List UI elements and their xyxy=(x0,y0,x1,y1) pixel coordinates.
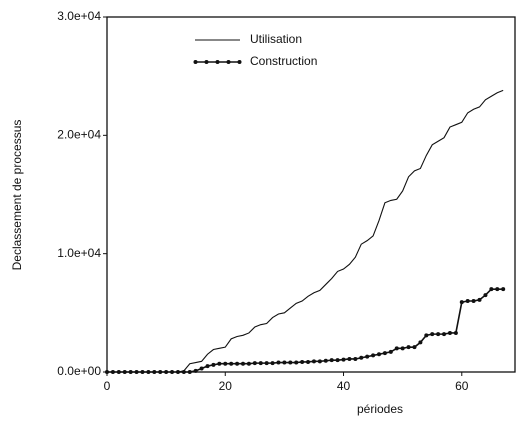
data-point xyxy=(211,362,216,367)
data-point xyxy=(418,340,423,345)
data-point xyxy=(371,353,376,358)
data-point xyxy=(382,351,387,356)
data-point xyxy=(205,364,210,369)
data-point xyxy=(175,370,180,374)
y-tick-label: 2.0e+04 xyxy=(57,128,101,142)
legend-marker xyxy=(237,60,242,64)
x-tick-label: 0 xyxy=(104,379,111,393)
data-point xyxy=(288,360,293,365)
data-point xyxy=(465,299,470,303)
legend-marker xyxy=(226,60,231,64)
data-point xyxy=(300,359,305,364)
series-line xyxy=(107,89,504,373)
data-point xyxy=(489,287,494,292)
data-point xyxy=(252,361,257,366)
data-point xyxy=(406,345,411,350)
data-point xyxy=(477,297,482,302)
data-point xyxy=(264,361,269,366)
data-point xyxy=(276,360,281,365)
data-point xyxy=(447,330,452,335)
data-point xyxy=(353,356,358,361)
data-point xyxy=(317,359,322,364)
data-point xyxy=(282,360,287,365)
data-point xyxy=(453,330,458,335)
legend-marker xyxy=(193,60,198,64)
legend-label: Construction xyxy=(250,54,317,68)
plot-frame xyxy=(106,16,516,373)
data-point xyxy=(412,345,417,350)
data-point xyxy=(235,361,240,366)
data-point xyxy=(377,352,381,357)
data-point xyxy=(134,370,139,374)
data-point xyxy=(199,366,204,371)
data-point xyxy=(459,300,464,305)
data-point xyxy=(359,355,364,360)
x-tick-label: 60 xyxy=(455,379,469,393)
y-tick-label: 3.0e+04 xyxy=(57,9,101,23)
data-point xyxy=(170,370,175,374)
data-point xyxy=(394,346,399,351)
data-point xyxy=(105,370,109,374)
data-point xyxy=(311,359,316,364)
data-point xyxy=(217,361,222,366)
legend-label: Utilisation xyxy=(250,32,302,46)
data-point xyxy=(152,370,157,374)
data-point xyxy=(335,358,340,363)
data-point xyxy=(436,332,441,337)
data-point xyxy=(430,332,435,337)
data-point xyxy=(187,370,192,374)
data-point xyxy=(223,361,228,366)
data-point xyxy=(270,361,275,366)
data-point xyxy=(116,370,121,374)
data-point xyxy=(229,361,234,366)
x-tick-label: 20 xyxy=(219,379,233,393)
data-point xyxy=(400,346,405,351)
data-point xyxy=(246,361,251,366)
data-point xyxy=(158,370,163,374)
data-point xyxy=(164,370,169,374)
data-point xyxy=(347,356,352,361)
data-point xyxy=(329,358,334,363)
data-point xyxy=(495,287,500,292)
data-point xyxy=(241,361,245,366)
legend-marker xyxy=(215,60,220,64)
data-point xyxy=(471,299,476,303)
data-point xyxy=(181,370,186,374)
series-line xyxy=(107,288,504,373)
data-point xyxy=(501,287,506,292)
data-point xyxy=(146,370,151,374)
data-point xyxy=(365,354,370,359)
data-point xyxy=(323,358,328,363)
data-point xyxy=(424,333,429,338)
data-point xyxy=(258,361,263,366)
data-point xyxy=(442,332,447,337)
data-point xyxy=(140,370,145,374)
data-point xyxy=(128,370,133,374)
y-tick-label: 1.0e+04 xyxy=(57,246,101,260)
data-point xyxy=(110,370,115,374)
data-point xyxy=(341,357,346,362)
data-point xyxy=(122,370,127,374)
data-point xyxy=(306,359,311,364)
x-axis-label: périodes xyxy=(357,402,403,416)
y-tick-label: 0.0e+00 xyxy=(57,364,101,378)
data-point xyxy=(388,349,393,354)
data-point xyxy=(193,368,198,373)
data-point xyxy=(294,360,299,365)
data-point xyxy=(483,293,488,298)
legend-marker xyxy=(204,60,209,64)
y-axis-label: Declassement de processus xyxy=(10,120,24,271)
x-tick-label: 40 xyxy=(337,379,351,393)
